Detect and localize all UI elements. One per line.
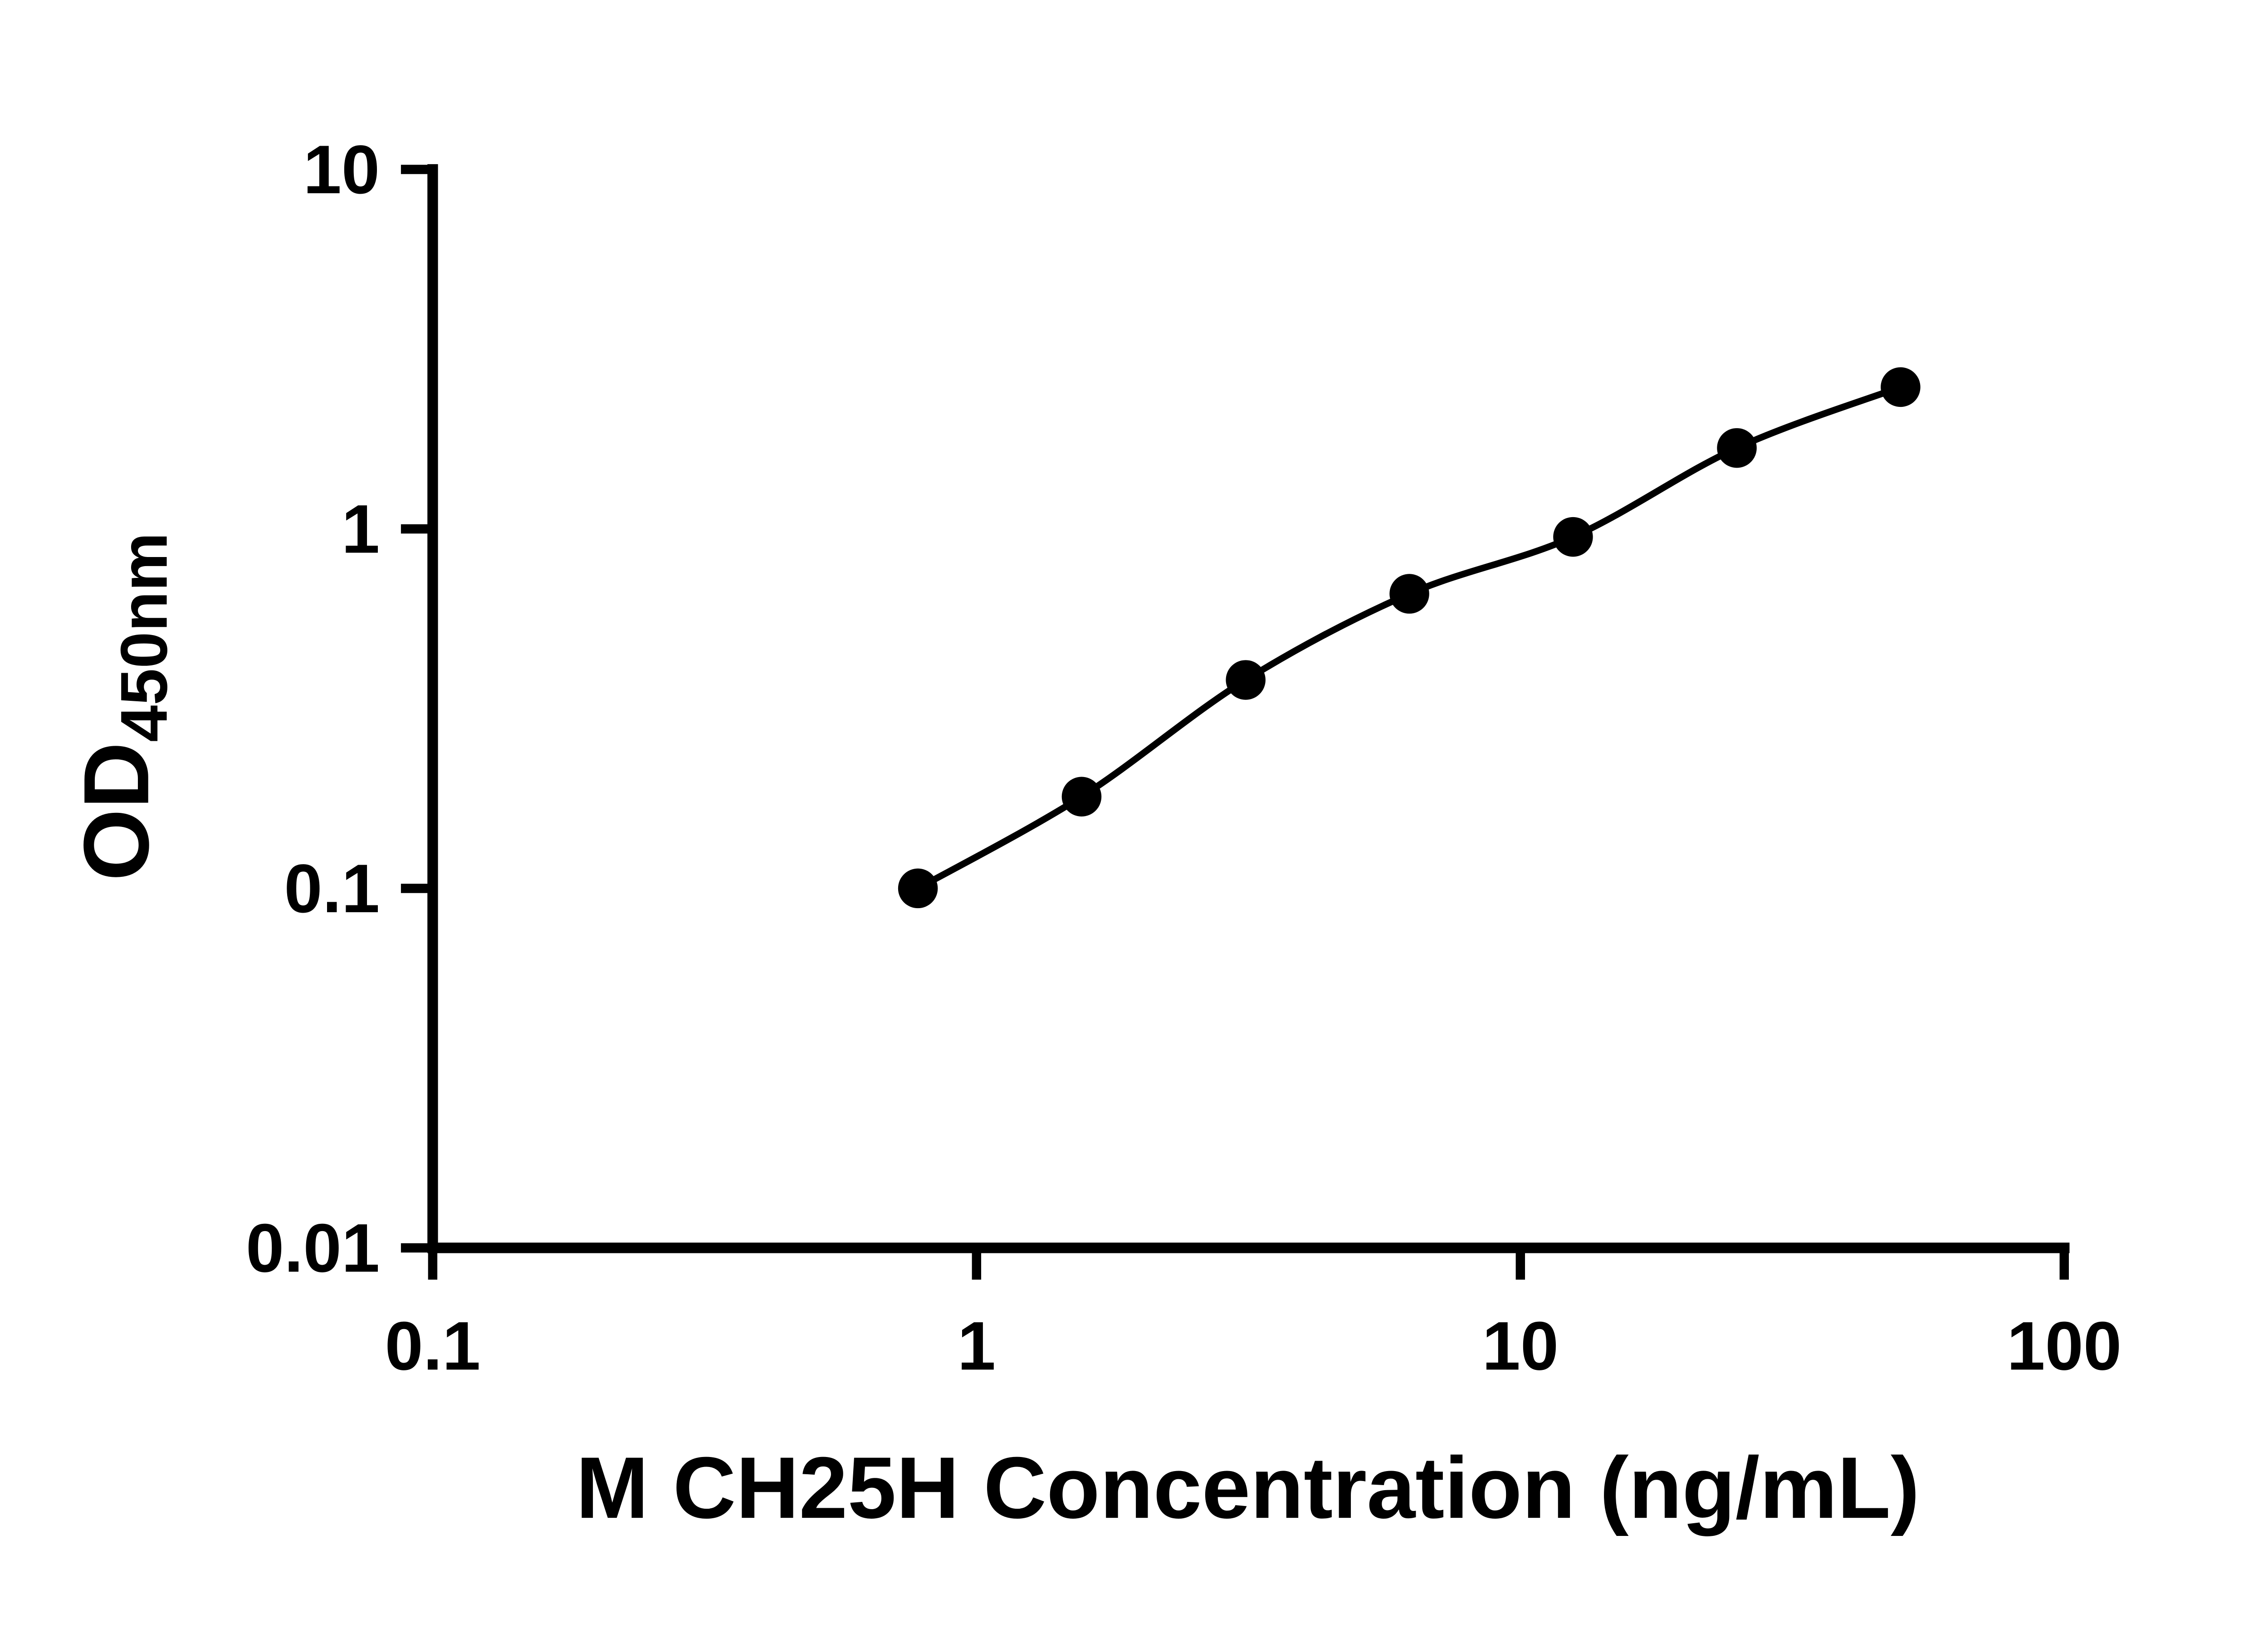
x-axis-title: M CH25H Concentration (ng/mL) [576, 1439, 1920, 1536]
standard-curve-line [916, 384, 1902, 891]
y-axis-tick-label: 1 [342, 491, 380, 568]
y-axis-tick-label: 0.01 [246, 1210, 380, 1287]
data-point-marker [1717, 428, 1757, 468]
data-point-marker [1061, 777, 1102, 816]
y-axis-tick-label: 0.1 [284, 851, 380, 927]
y-axis-tick-label: 10 [303, 132, 380, 208]
data-point-marker [1553, 517, 1593, 557]
data-points [898, 367, 1921, 909]
axis-frame [427, 164, 2070, 1253]
x-axis-tick-label: 100 [2007, 1308, 2121, 1384]
x-axis-tick-label: 10 [1482, 1308, 1559, 1384]
data-point-marker [898, 868, 938, 909]
y-axis-title: OD450nm [65, 533, 181, 881]
x-axis-tick-label: 1 [958, 1308, 996, 1384]
data-point-marker [1881, 367, 1921, 407]
axis-ticks [401, 165, 2069, 1280]
axes [427, 164, 2070, 1253]
y-axis-title-main: OD [65, 742, 168, 881]
fit-curve [916, 384, 1902, 891]
x-axis-tick-label: 0.1 [385, 1308, 480, 1384]
y-axis-title-subscript: 450nm [107, 533, 181, 742]
data-point-marker [1226, 660, 1266, 700]
data-point-marker [1389, 574, 1429, 614]
